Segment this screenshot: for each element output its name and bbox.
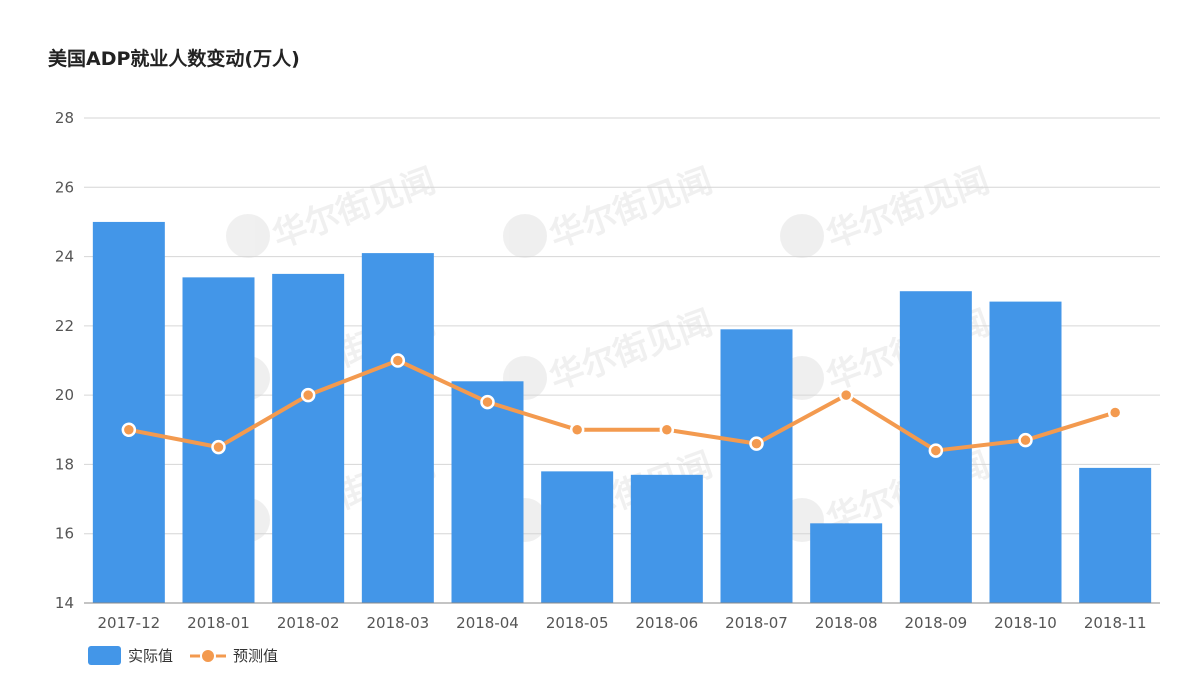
watermark: 华尔街见闻 bbox=[780, 161, 995, 258]
forecast-point-2018-04 bbox=[480, 394, 495, 410]
bar-2018-10 bbox=[989, 301, 1062, 603]
y-tick-label: 26 bbox=[55, 178, 74, 196]
watermark-text: 华尔街见闻 bbox=[544, 303, 717, 399]
bar-series bbox=[92, 221, 1152, 603]
y-tick-label: 20 bbox=[55, 386, 74, 404]
bar-2018-06 bbox=[630, 474, 703, 603]
grid-layer: 14 16 18 20 22 24 26 28 bbox=[55, 109, 1160, 612]
bar-2018-05 bbox=[541, 471, 614, 603]
forecast-point-2018-11 bbox=[1107, 405, 1123, 420]
bar-2018-11 bbox=[1079, 467, 1152, 603]
x-tick-label: 2018-09 bbox=[904, 614, 967, 632]
bar-2018-08 bbox=[810, 523, 883, 603]
x-tick-label: 2018-11 bbox=[1084, 614, 1147, 632]
legend: 实际值 预测值 bbox=[88, 646, 278, 665]
x-tick-label: 2018-04 bbox=[456, 614, 519, 632]
forecast-point-2018-10 bbox=[1018, 432, 1033, 448]
x-tick-label: 2018-02 bbox=[277, 614, 340, 632]
forecast-point-2017-12 bbox=[121, 422, 137, 438]
bar-2018-02 bbox=[272, 273, 345, 603]
x-tick-label: 2018-01 bbox=[187, 614, 250, 632]
y-tick-label: 16 bbox=[55, 525, 74, 543]
x-axis: 2017-12 2018-01 2018-02 2018-03 2018-04 2018-… bbox=[84, 602, 1160, 632]
chart-title: 美国ADP就业人数变动(万人) bbox=[48, 48, 300, 70]
forecast-point-2018-03 bbox=[390, 353, 406, 368]
forecast-point-2018-09 bbox=[928, 443, 944, 458]
legend-label: 实际值 bbox=[128, 647, 173, 665]
legend-swatch-bar bbox=[88, 646, 121, 665]
y-tick-label: 14 bbox=[55, 594, 74, 612]
legend-item-forecast[interactable]: 预测值 bbox=[190, 647, 278, 665]
x-tick-label: 2018-06 bbox=[635, 614, 698, 632]
x-tick-label: 2018-07 bbox=[725, 614, 788, 632]
x-tick-label: 2017-12 bbox=[97, 614, 160, 632]
legend-label: 预测值 bbox=[233, 647, 278, 665]
x-tick-label: 2018-05 bbox=[546, 614, 609, 632]
watermark-text: 华尔街见闻 bbox=[821, 161, 994, 257]
forecast-point-2018-07 bbox=[749, 436, 764, 451]
y-tick-label: 28 bbox=[55, 109, 74, 127]
forecast-point-2018-05 bbox=[569, 422, 585, 438]
x-tick-label: 2018-03 bbox=[366, 614, 429, 632]
y-tick-label: 24 bbox=[55, 248, 74, 266]
bar-2018-04 bbox=[451, 381, 524, 603]
forecast-point-2018-06 bbox=[659, 422, 675, 438]
watermark-logo bbox=[780, 214, 824, 258]
x-tick-label: 2018-08 bbox=[815, 614, 878, 632]
watermark: 华尔街见闻 bbox=[503, 303, 718, 400]
watermark-text: 华尔街见闻 bbox=[267, 161, 440, 257]
watermark-logo bbox=[503, 214, 547, 258]
watermark: 华尔街见闻 bbox=[503, 161, 718, 258]
watermark-logo bbox=[226, 214, 270, 258]
legend-swatch-marker bbox=[200, 648, 216, 664]
y-tick-label: 18 bbox=[55, 455, 74, 473]
legend-item-actual[interactable]: 实际值 bbox=[88, 646, 173, 665]
forecast-point-2018-01 bbox=[211, 439, 226, 455]
bar-2017-12 bbox=[92, 221, 165, 603]
watermark-text: 华尔街见闻 bbox=[544, 161, 717, 257]
y-tick-label: 22 bbox=[55, 317, 74, 335]
forecast-point-2018-08 bbox=[838, 387, 854, 403]
bar-2018-07 bbox=[720, 329, 793, 603]
forecast-line bbox=[126, 358, 1118, 453]
watermark: 华尔街见闻 bbox=[226, 161, 441, 258]
bar-2018-03 bbox=[361, 253, 434, 603]
line-series bbox=[121, 353, 1123, 458]
forecast-point-2018-02 bbox=[300, 387, 316, 403]
x-tick-label: 2018-10 bbox=[994, 614, 1057, 632]
